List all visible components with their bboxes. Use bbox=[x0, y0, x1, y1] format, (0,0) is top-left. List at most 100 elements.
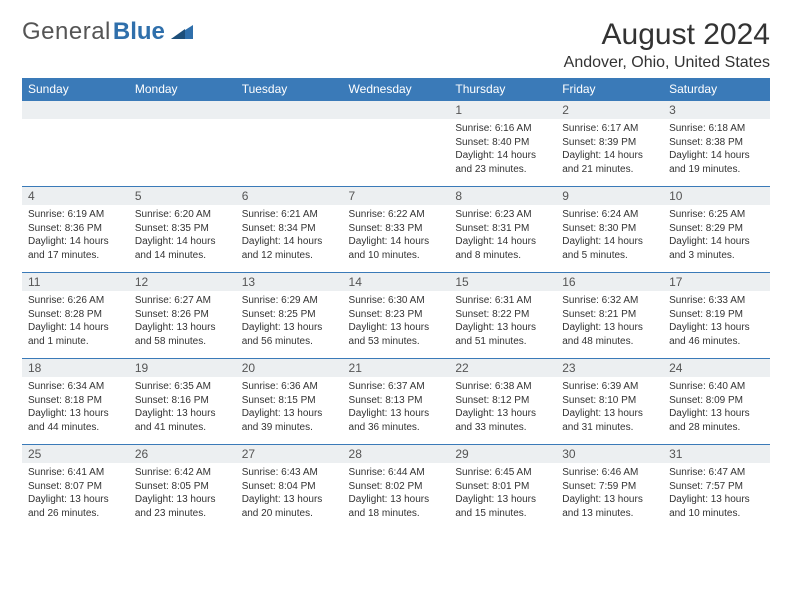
calendar-day-cell: 21Sunrise: 6:37 AMSunset: 8:13 PMDayligh… bbox=[343, 359, 450, 445]
weekday-header: Tuesday bbox=[236, 78, 343, 101]
sunset-text: Sunset: 7:59 PM bbox=[562, 480, 657, 494]
daylight-text: Daylight: 14 hours and 14 minutes. bbox=[135, 235, 230, 262]
day-detail: Sunrise: 6:19 AMSunset: 8:36 PMDaylight:… bbox=[22, 205, 129, 266]
sunrise-text: Sunrise: 6:47 AM bbox=[669, 466, 764, 480]
sunrise-text: Sunrise: 6:41 AM bbox=[28, 466, 123, 480]
day-number: 1 bbox=[449, 101, 556, 119]
day-detail: Sunrise: 6:20 AMSunset: 8:35 PMDaylight:… bbox=[129, 205, 236, 266]
day-detail: Sunrise: 6:45 AMSunset: 8:01 PMDaylight:… bbox=[449, 463, 556, 524]
sunrise-text: Sunrise: 6:45 AM bbox=[455, 466, 550, 480]
sunrise-text: Sunrise: 6:35 AM bbox=[135, 380, 230, 394]
weekday-header: Friday bbox=[556, 78, 663, 101]
daylight-text: Daylight: 14 hours and 21 minutes. bbox=[562, 149, 657, 176]
calendar-day-cell: 2Sunrise: 6:17 AMSunset: 8:39 PMDaylight… bbox=[556, 101, 663, 187]
sunset-text: Sunset: 8:28 PM bbox=[28, 308, 123, 322]
calendar-day-cell: 28Sunrise: 6:44 AMSunset: 8:02 PMDayligh… bbox=[343, 445, 450, 531]
sunrise-text: Sunrise: 6:24 AM bbox=[562, 208, 657, 222]
sunset-text: Sunset: 8:07 PM bbox=[28, 480, 123, 494]
day-number: 30 bbox=[556, 445, 663, 463]
sunset-text: Sunset: 8:23 PM bbox=[349, 308, 444, 322]
sunset-text: Sunset: 8:34 PM bbox=[242, 222, 337, 236]
day-detail: Sunrise: 6:44 AMSunset: 8:02 PMDaylight:… bbox=[343, 463, 450, 524]
sunset-text: Sunset: 8:35 PM bbox=[135, 222, 230, 236]
calendar-day-cell: 4Sunrise: 6:19 AMSunset: 8:36 PMDaylight… bbox=[22, 187, 129, 273]
calendar-week-row: 11Sunrise: 6:26 AMSunset: 8:28 PMDayligh… bbox=[22, 273, 770, 359]
day-number: 9 bbox=[556, 187, 663, 205]
daylight-text: Daylight: 14 hours and 17 minutes. bbox=[28, 235, 123, 262]
sunrise-text: Sunrise: 6:46 AM bbox=[562, 466, 657, 480]
day-number: 26 bbox=[129, 445, 236, 463]
day-number: 21 bbox=[343, 359, 450, 377]
day-detail: Sunrise: 6:33 AMSunset: 8:19 PMDaylight:… bbox=[663, 291, 770, 352]
month-title: August 2024 bbox=[564, 18, 770, 52]
daylight-text: Daylight: 13 hours and 18 minutes. bbox=[349, 493, 444, 520]
sunrise-text: Sunrise: 6:21 AM bbox=[242, 208, 337, 222]
sunrise-text: Sunrise: 6:20 AM bbox=[135, 208, 230, 222]
day-number: 3 bbox=[663, 101, 770, 119]
sunset-text: Sunset: 8:13 PM bbox=[349, 394, 444, 408]
daylight-text: Daylight: 14 hours and 19 minutes. bbox=[669, 149, 764, 176]
day-detail: Sunrise: 6:42 AMSunset: 8:05 PMDaylight:… bbox=[129, 463, 236, 524]
calendar-day-cell: 19Sunrise: 6:35 AMSunset: 8:16 PMDayligh… bbox=[129, 359, 236, 445]
sunrise-text: Sunrise: 6:42 AM bbox=[135, 466, 230, 480]
day-number: 7 bbox=[343, 187, 450, 205]
calendar-day-cell: 15Sunrise: 6:31 AMSunset: 8:22 PMDayligh… bbox=[449, 273, 556, 359]
brand-part1: General bbox=[22, 18, 111, 46]
sunset-text: Sunset: 8:29 PM bbox=[669, 222, 764, 236]
sunrise-text: Sunrise: 6:32 AM bbox=[562, 294, 657, 308]
calendar-day-cell bbox=[236, 101, 343, 187]
sunrise-text: Sunrise: 6:36 AM bbox=[242, 380, 337, 394]
day-number bbox=[236, 101, 343, 119]
weekday-header: Saturday bbox=[663, 78, 770, 101]
sunset-text: Sunset: 8:30 PM bbox=[562, 222, 657, 236]
calendar-day-cell bbox=[22, 101, 129, 187]
daylight-text: Daylight: 13 hours and 39 minutes. bbox=[242, 407, 337, 434]
day-number: 5 bbox=[129, 187, 236, 205]
calendar-week-row: 1Sunrise: 6:16 AMSunset: 8:40 PMDaylight… bbox=[22, 101, 770, 187]
daylight-text: Daylight: 14 hours and 8 minutes. bbox=[455, 235, 550, 262]
day-detail: Sunrise: 6:36 AMSunset: 8:15 PMDaylight:… bbox=[236, 377, 343, 438]
calendar-day-cell: 20Sunrise: 6:36 AMSunset: 8:15 PMDayligh… bbox=[236, 359, 343, 445]
calendar-day-cell: 6Sunrise: 6:21 AMSunset: 8:34 PMDaylight… bbox=[236, 187, 343, 273]
calendar-day-cell: 29Sunrise: 6:45 AMSunset: 8:01 PMDayligh… bbox=[449, 445, 556, 531]
calendar-table: Sunday Monday Tuesday Wednesday Thursday… bbox=[22, 78, 770, 531]
daylight-text: Daylight: 13 hours and 20 minutes. bbox=[242, 493, 337, 520]
brand-logo: General Blue bbox=[22, 18, 193, 46]
day-detail: Sunrise: 6:22 AMSunset: 8:33 PMDaylight:… bbox=[343, 205, 450, 266]
calendar-day-cell: 1Sunrise: 6:16 AMSunset: 8:40 PMDaylight… bbox=[449, 101, 556, 187]
day-detail: Sunrise: 6:46 AMSunset: 7:59 PMDaylight:… bbox=[556, 463, 663, 524]
day-detail: Sunrise: 6:24 AMSunset: 8:30 PMDaylight:… bbox=[556, 205, 663, 266]
day-number: 25 bbox=[22, 445, 129, 463]
calendar-day-cell: 30Sunrise: 6:46 AMSunset: 7:59 PMDayligh… bbox=[556, 445, 663, 531]
sunrise-text: Sunrise: 6:26 AM bbox=[28, 294, 123, 308]
calendar-day-cell: 12Sunrise: 6:27 AMSunset: 8:26 PMDayligh… bbox=[129, 273, 236, 359]
sunset-text: Sunset: 8:02 PM bbox=[349, 480, 444, 494]
day-number: 17 bbox=[663, 273, 770, 291]
day-detail: Sunrise: 6:23 AMSunset: 8:31 PMDaylight:… bbox=[449, 205, 556, 266]
sunset-text: Sunset: 8:01 PM bbox=[455, 480, 550, 494]
sunset-text: Sunset: 8:36 PM bbox=[28, 222, 123, 236]
day-detail: Sunrise: 6:26 AMSunset: 8:28 PMDaylight:… bbox=[22, 291, 129, 352]
sunset-text: Sunset: 8:22 PM bbox=[455, 308, 550, 322]
day-number: 20 bbox=[236, 359, 343, 377]
daylight-text: Daylight: 13 hours and 58 minutes. bbox=[135, 321, 230, 348]
daylight-text: Daylight: 14 hours and 5 minutes. bbox=[562, 235, 657, 262]
day-detail: Sunrise: 6:37 AMSunset: 8:13 PMDaylight:… bbox=[343, 377, 450, 438]
sunrise-text: Sunrise: 6:19 AM bbox=[28, 208, 123, 222]
sunset-text: Sunset: 8:38 PM bbox=[669, 136, 764, 150]
sunrise-text: Sunrise: 6:38 AM bbox=[455, 380, 550, 394]
day-detail: Sunrise: 6:43 AMSunset: 8:04 PMDaylight:… bbox=[236, 463, 343, 524]
daylight-text: Daylight: 14 hours and 3 minutes. bbox=[669, 235, 764, 262]
calendar-day-cell: 8Sunrise: 6:23 AMSunset: 8:31 PMDaylight… bbox=[449, 187, 556, 273]
sunset-text: Sunset: 8:25 PM bbox=[242, 308, 337, 322]
sunrise-text: Sunrise: 6:17 AM bbox=[562, 122, 657, 136]
daylight-text: Daylight: 13 hours and 41 minutes. bbox=[135, 407, 230, 434]
day-detail bbox=[22, 119, 129, 169]
sunset-text: Sunset: 8:21 PM bbox=[562, 308, 657, 322]
sunset-text: Sunset: 8:33 PM bbox=[349, 222, 444, 236]
day-detail bbox=[236, 119, 343, 169]
daylight-text: Daylight: 14 hours and 1 minute. bbox=[28, 321, 123, 348]
calendar-day-cell: 18Sunrise: 6:34 AMSunset: 8:18 PMDayligh… bbox=[22, 359, 129, 445]
sunrise-text: Sunrise: 6:16 AM bbox=[455, 122, 550, 136]
day-detail: Sunrise: 6:16 AMSunset: 8:40 PMDaylight:… bbox=[449, 119, 556, 180]
